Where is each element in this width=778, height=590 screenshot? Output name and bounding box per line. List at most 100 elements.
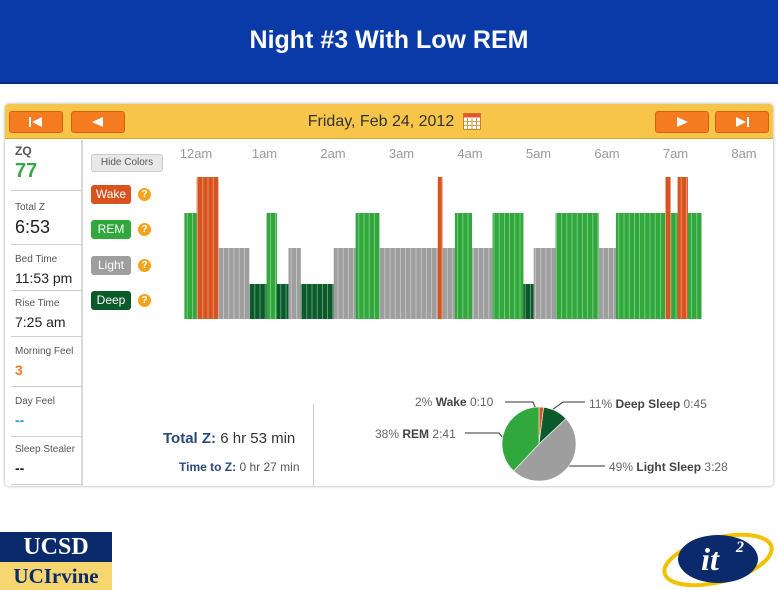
stage-segment-wake bbox=[196, 177, 219, 319]
total-z-label: Total Z: bbox=[163, 430, 217, 447]
stage-segment-deep bbox=[523, 284, 534, 319]
stage-segment-rem bbox=[266, 213, 277, 319]
leader-line-deep bbox=[551, 401, 585, 411]
metric-value: -- bbox=[15, 460, 25, 476]
total-z-value: 6 hr 53 min bbox=[220, 430, 296, 447]
stage-segment-wake bbox=[677, 177, 688, 319]
stage-segment-rem bbox=[492, 213, 524, 319]
stage-segment-light bbox=[472, 248, 493, 319]
hour-label: 3am bbox=[388, 146, 415, 161]
metrics-sidebar: ZQ 77 Total Z 6:53 Bed Time 11:53 pm Ris… bbox=[11, 140, 83, 486]
metric-label: Morning Feel bbox=[15, 346, 74, 357]
stage-segment-wake bbox=[665, 177, 671, 319]
slide-title-bar: Night #3 With Low REM bbox=[0, 0, 778, 84]
pie-label-pct: 2% bbox=[415, 395, 433, 409]
stage-segment-rem bbox=[687, 213, 702, 319]
metric-total-z: Total Z 6:53 bbox=[11, 190, 81, 245]
sleep-stage-pie bbox=[501, 406, 577, 482]
pie-label-name: REM bbox=[402, 427, 430, 441]
metric-bed-time: Bed Time 11:53 pm bbox=[11, 244, 81, 291]
stage-segment-deep bbox=[249, 284, 267, 319]
metric-label: Sleep Stealer bbox=[15, 444, 76, 455]
pie-label-name: Wake bbox=[435, 395, 467, 409]
next-day-button[interactable] bbox=[655, 111, 709, 133]
time-to-z-summary: Time to Z: 0 hr 27 min bbox=[179, 460, 300, 474]
metric-label: ZQ bbox=[15, 144, 32, 158]
leader-line-rem bbox=[465, 432, 504, 439]
pie-slice-light bbox=[513, 418, 577, 482]
stage-segment-rem bbox=[184, 213, 197, 319]
slide-title: Night #3 With Low REM bbox=[249, 26, 529, 54]
hour-label: 4am bbox=[457, 146, 483, 161]
legend-wake-button[interactable]: Wake bbox=[91, 185, 131, 204]
metric-value: -- bbox=[15, 412, 25, 428]
last-day-button[interactable] bbox=[715, 111, 769, 133]
help-icon[interactable]: ? bbox=[138, 259, 151, 272]
pie-label-pct: 11% bbox=[589, 397, 613, 411]
metric-morning-feel: Morning Feel 3 bbox=[11, 336, 81, 387]
legend-rem-button[interactable]: REM bbox=[91, 220, 131, 239]
calit2-logo-mark: it bbox=[701, 541, 720, 577]
metric-value: 3 bbox=[15, 362, 23, 378]
stage-segment-rem bbox=[454, 213, 472, 319]
stage-segment-light bbox=[598, 248, 616, 319]
pie-label-duration: 2:41 bbox=[432, 427, 456, 441]
metric-value: 11:53 pm bbox=[15, 270, 73, 286]
legend-light-button[interactable]: Light bbox=[91, 256, 131, 275]
arrow-right-icon bbox=[677, 117, 688, 127]
hour-label: 1am bbox=[251, 146, 278, 161]
stage-segment-deep bbox=[276, 284, 289, 319]
legend-deep-button[interactable]: Deep bbox=[91, 291, 131, 310]
date-nav-bar: Friday, Feb 24, 2012 bbox=[5, 104, 773, 139]
pie-label-light: 49% Light Sleep 3:28 bbox=[609, 460, 728, 474]
metric-value: 7:25 am bbox=[15, 314, 66, 330]
skip-forward-icon bbox=[736, 117, 749, 127]
uci-logo: UCIrvine bbox=[0, 562, 112, 590]
pie-label-deep: 11% Deep Sleep 0:45 bbox=[589, 397, 707, 411]
metric-value: 77 bbox=[15, 160, 38, 182]
calit2-logo: it 2 bbox=[662, 532, 774, 588]
calit2-logo-superscript: 2 bbox=[735, 539, 744, 556]
date-label: Friday, Feb 24, 2012 bbox=[307, 113, 455, 130]
pie-label-duration: 0:45 bbox=[683, 397, 707, 411]
leader-line-wake bbox=[505, 401, 537, 410]
stage-segment-light bbox=[533, 248, 556, 319]
stage-segment-rem bbox=[670, 213, 678, 319]
stage-segment-light bbox=[442, 248, 455, 319]
help-icon[interactable]: ? bbox=[138, 188, 151, 201]
stage-segment-rem bbox=[615, 213, 666, 319]
stage-segment-light bbox=[288, 248, 301, 319]
first-day-button[interactable] bbox=[9, 111, 63, 133]
pie-label-rem: 38% REM 2:41 bbox=[375, 427, 456, 441]
metric-zq: ZQ 77 bbox=[11, 140, 81, 191]
calendar-icon[interactable] bbox=[463, 113, 481, 130]
help-icon[interactable]: ? bbox=[138, 294, 151, 307]
sleep-tracker-panel: Friday, Feb 24, 2012 ZQ bbox=[5, 104, 773, 486]
previous-day-button[interactable] bbox=[71, 111, 125, 133]
hour-label: 12am bbox=[179, 146, 213, 161]
metric-value: 6:53 bbox=[15, 217, 51, 237]
pie-label-pct: 38% bbox=[375, 427, 400, 441]
hour-label: 2am bbox=[320, 146, 346, 161]
metric-label: Total Z bbox=[15, 202, 46, 213]
stage-segment-rem bbox=[555, 213, 599, 319]
help-icon[interactable]: ? bbox=[138, 223, 151, 236]
summary-divider bbox=[313, 404, 314, 486]
metric-label: Day Feel bbox=[15, 396, 56, 407]
pie-slice-rem bbox=[501, 406, 540, 472]
stage-segment-light bbox=[333, 248, 356, 319]
arrow-left-icon bbox=[92, 117, 103, 127]
pie-label-pct: 49% bbox=[609, 460, 634, 474]
sleep-stage-timeline bbox=[181, 177, 713, 319]
metric-label: Bed Time bbox=[15, 254, 58, 265]
stage-segment-wake bbox=[437, 177, 443, 319]
hour-label: 8am bbox=[731, 146, 757, 161]
stage-segment-light bbox=[218, 248, 250, 319]
stage-segment-deep bbox=[300, 284, 334, 319]
hour-label: 5am bbox=[525, 146, 552, 161]
metric-label: Rise Time bbox=[15, 298, 60, 309]
pie-label-duration: 3:28 bbox=[704, 460, 728, 474]
stage-segment-light bbox=[379, 248, 438, 319]
hide-colors-button[interactable]: Hide Colors bbox=[91, 154, 163, 172]
pie-label-name: Deep Sleep bbox=[615, 397, 681, 411]
